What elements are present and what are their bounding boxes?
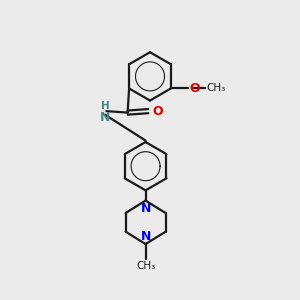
Text: H: H (100, 101, 109, 111)
Text: N: N (140, 230, 151, 243)
Text: CH₃: CH₃ (136, 261, 155, 272)
Text: O: O (152, 105, 163, 118)
Text: N: N (100, 111, 110, 124)
Text: N: N (140, 202, 151, 214)
Text: O: O (190, 82, 200, 95)
Text: CH₃: CH₃ (206, 83, 226, 94)
